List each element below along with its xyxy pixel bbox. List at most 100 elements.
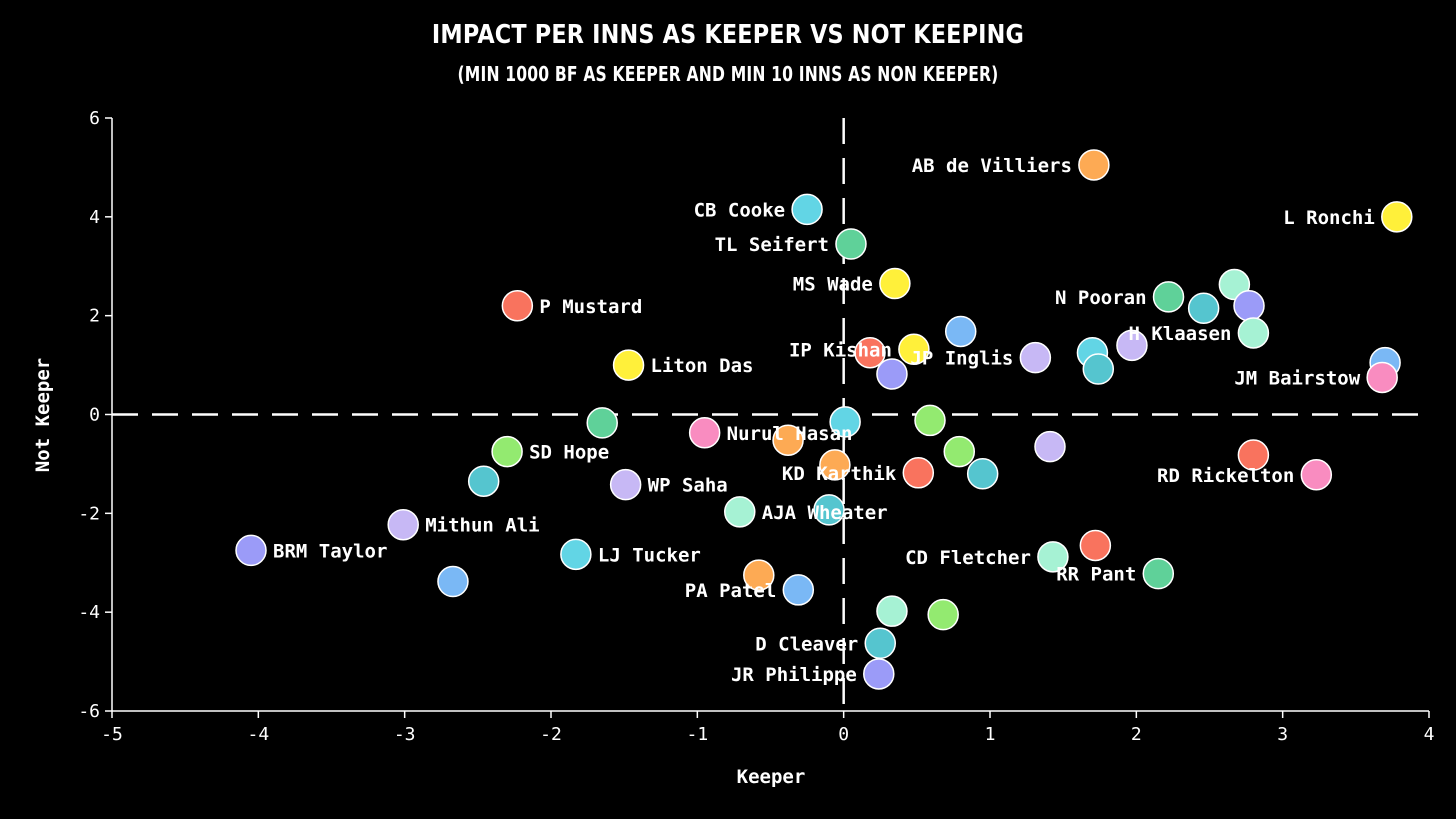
point-label: Nurul Hasan bbox=[727, 423, 853, 445]
y-tick-label: -2 bbox=[78, 503, 100, 524]
point-label: AB de Villiers bbox=[912, 155, 1072, 177]
x-tick-label: -2 bbox=[540, 724, 562, 745]
data-point bbox=[235, 534, 267, 567]
data-point bbox=[1142, 557, 1175, 590]
point-label: WP Saha bbox=[648, 475, 728, 497]
data-point bbox=[387, 508, 419, 541]
axes: -5 -4 -3 -2 -1 0 1 2 3 4 6 4 2 0 -2 -4 -6 bbox=[78, 108, 1434, 745]
data-point bbox=[688, 417, 721, 449]
data-point bbox=[724, 496, 756, 528]
y-axis-title: Not Keeper bbox=[32, 358, 54, 472]
data-point bbox=[879, 267, 911, 300]
data-point bbox=[772, 424, 804, 456]
x-tick-label: 1 bbox=[985, 724, 996, 745]
data-point bbox=[876, 595, 908, 627]
point-label: PA Patel bbox=[685, 580, 777, 602]
data-point bbox=[1116, 329, 1148, 362]
chart-subtitle: (min 1000 BF as keeper and min 10 inns a… bbox=[457, 62, 999, 86]
data-point bbox=[1237, 439, 1270, 471]
data-point bbox=[864, 627, 896, 660]
point-label: LJ Tucker bbox=[598, 544, 701, 566]
x-tick-label: 2 bbox=[1131, 724, 1142, 745]
point-label: AJA Wheater bbox=[762, 502, 888, 524]
x-axis-title: Keeper bbox=[737, 766, 806, 788]
data-point bbox=[586, 407, 618, 439]
data-point bbox=[1233, 290, 1265, 322]
data-point bbox=[943, 435, 976, 468]
point-label: L Ronchi bbox=[1283, 207, 1375, 229]
data-point bbox=[1187, 292, 1220, 325]
data-point bbox=[1300, 459, 1333, 491]
point-label: Mithun Ali bbox=[425, 515, 539, 537]
x-tick-label: 0 bbox=[838, 724, 849, 745]
data-point bbox=[1078, 149, 1110, 181]
data-point bbox=[927, 598, 959, 631]
point-label: JP Inglis bbox=[910, 348, 1013, 370]
x-tick-label: -3 bbox=[394, 724, 416, 745]
data-point bbox=[1237, 317, 1270, 349]
x-tick-label: -4 bbox=[247, 724, 269, 745]
data-point bbox=[1152, 281, 1185, 313]
point-label: MS Wade bbox=[793, 274, 873, 296]
chart-title: Impact per inns as keeper vs not keeping bbox=[431, 20, 1025, 50]
data-point bbox=[902, 457, 935, 489]
point-label: JM Bairstow bbox=[1234, 367, 1360, 389]
data-point bbox=[813, 494, 845, 526]
point-label: BRM Taylor bbox=[273, 540, 387, 562]
data-point bbox=[467, 465, 500, 497]
data-point bbox=[863, 658, 895, 690]
point-label: TL Seifert bbox=[715, 234, 829, 256]
point-label: JR Philippe bbox=[731, 664, 857, 686]
point-label: D Cleaver bbox=[755, 633, 858, 655]
data-point bbox=[1366, 361, 1398, 394]
point-label: RD Rickelton bbox=[1157, 465, 1294, 487]
data-point bbox=[782, 574, 815, 606]
x-tick-label: 3 bbox=[1277, 724, 1288, 745]
point-label: SD Hope bbox=[529, 442, 609, 464]
point-label: CB Cooke bbox=[694, 199, 786, 221]
y-tick-label: -4 bbox=[78, 602, 100, 623]
data-point bbox=[1381, 201, 1413, 233]
data-point bbox=[835, 228, 867, 260]
data-point bbox=[609, 468, 642, 501]
data-point bbox=[1034, 430, 1066, 463]
data-point bbox=[1082, 353, 1115, 385]
point-label: IP Kishan bbox=[789, 339, 892, 361]
data-point bbox=[1019, 341, 1052, 374]
data-point bbox=[944, 315, 977, 348]
point-label: CD Fletcher bbox=[905, 547, 1031, 569]
point-label: H Klaasen bbox=[1128, 323, 1231, 345]
data-point bbox=[898, 333, 930, 366]
point-label: KD Karthik bbox=[782, 463, 897, 485]
data-point bbox=[560, 538, 592, 571]
data-point bbox=[743, 559, 775, 591]
point-label: Liton Das bbox=[651, 355, 754, 377]
y-tick-label: 6 bbox=[89, 108, 100, 129]
x-tick-label: -1 bbox=[686, 724, 708, 745]
y-tick-label: 4 bbox=[89, 207, 100, 228]
data-point bbox=[914, 404, 946, 437]
data-point bbox=[829, 406, 861, 438]
point-label: N Pooran bbox=[1055, 287, 1147, 309]
data-point bbox=[819, 449, 851, 481]
data-point bbox=[491, 435, 523, 468]
y-tick-label: 0 bbox=[89, 405, 100, 426]
x-tick-label: -5 bbox=[101, 724, 123, 745]
data-point bbox=[966, 458, 999, 490]
data-point bbox=[876, 358, 908, 390]
y-tick-label: -6 bbox=[78, 701, 100, 722]
data-point bbox=[437, 565, 469, 598]
data-point bbox=[854, 336, 886, 369]
labels-layer: AB de Villiers L Ronchi CB Cooke TL Seifert… bbox=[273, 155, 1375, 686]
y-tick-label: 2 bbox=[89, 306, 100, 327]
data-point bbox=[501, 290, 534, 322]
points-layer bbox=[235, 149, 1413, 690]
data-point bbox=[1037, 541, 1069, 573]
x-tick-label: 4 bbox=[1424, 724, 1435, 745]
data-point bbox=[1079, 529, 1112, 562]
data-point bbox=[791, 193, 823, 226]
point-label: RR Pant bbox=[1056, 564, 1136, 586]
point-label: P Mustard bbox=[539, 296, 642, 318]
data-point bbox=[612, 349, 645, 381]
